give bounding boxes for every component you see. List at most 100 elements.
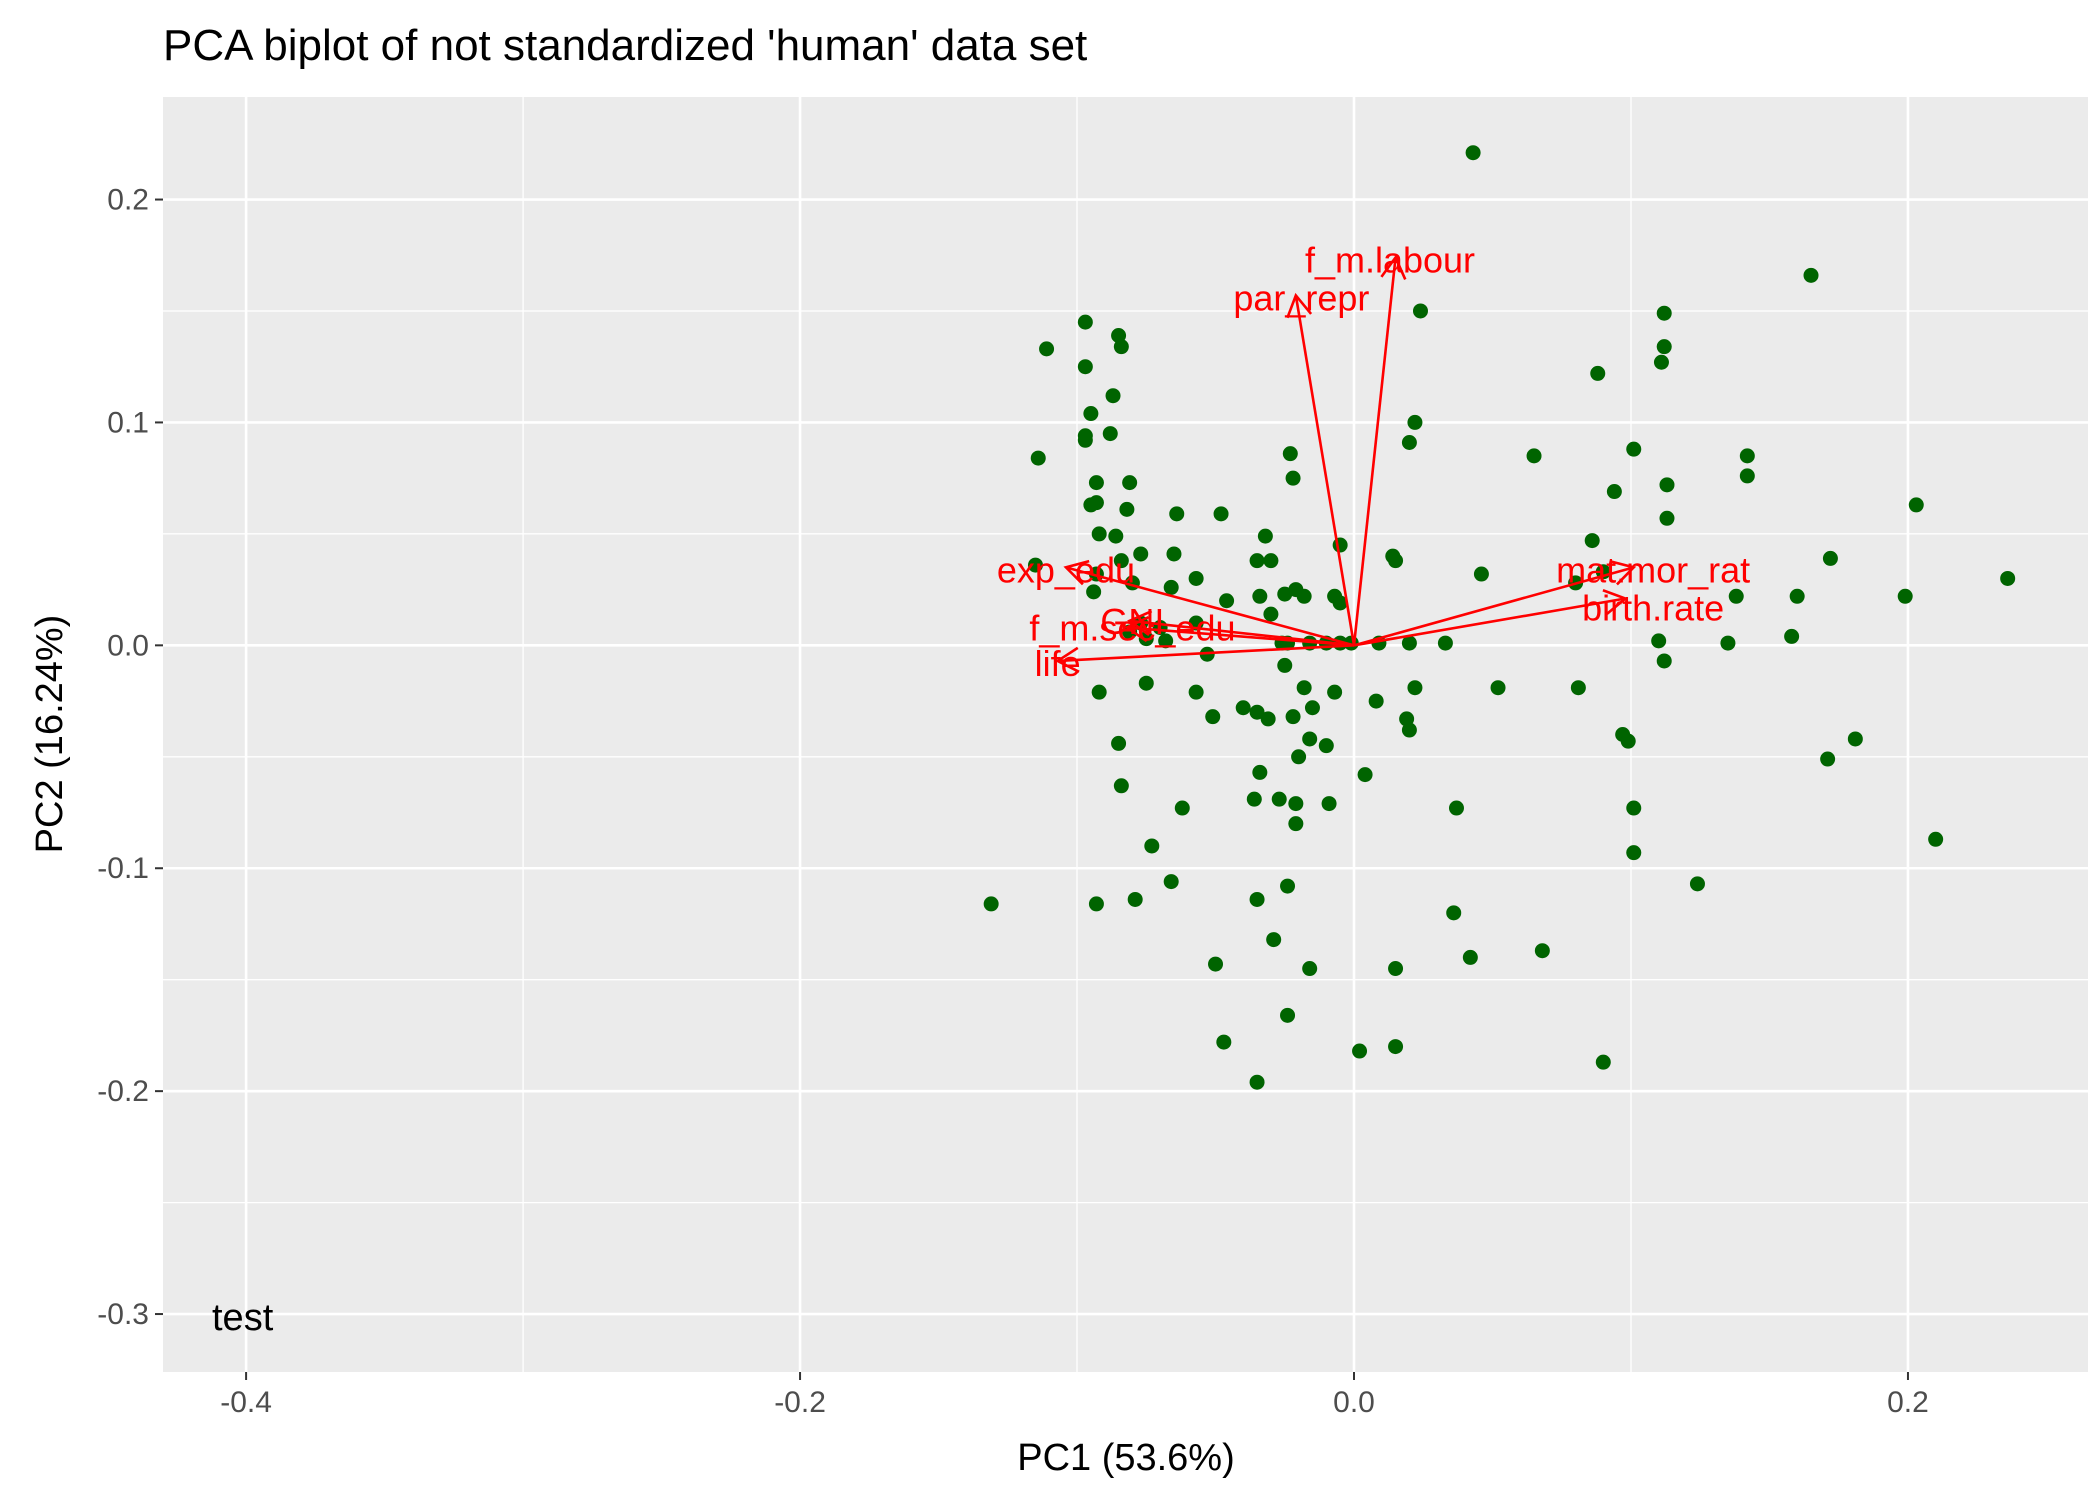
data-point bbox=[1266, 932, 1282, 948]
data-point bbox=[1163, 874, 1179, 890]
data-point bbox=[1803, 267, 1819, 283]
data-point bbox=[1820, 751, 1836, 767]
data-point bbox=[1282, 446, 1298, 462]
data-point bbox=[1388, 961, 1404, 977]
data-point bbox=[1119, 501, 1135, 517]
data-point bbox=[1304, 700, 1320, 716]
data-point bbox=[1534, 943, 1550, 959]
data-point bbox=[1465, 145, 1481, 161]
data-point bbox=[1296, 588, 1312, 604]
data-point bbox=[1285, 470, 1301, 486]
loading-label: par_repr bbox=[1233, 278, 1369, 319]
data-point bbox=[1030, 450, 1046, 466]
loading-arrow bbox=[1352, 257, 1397, 646]
data-point bbox=[1321, 796, 1337, 812]
data-point bbox=[1257, 528, 1273, 544]
y-tick-label: 0.2 bbox=[107, 184, 149, 217]
data-point bbox=[1291, 749, 1307, 765]
data-point bbox=[1656, 339, 1672, 355]
data-point bbox=[1277, 657, 1293, 673]
loading-arrowhead bbox=[1055, 646, 1080, 673]
data-point bbox=[1296, 680, 1312, 696]
loading-arrow bbox=[1126, 626, 1355, 647]
data-point bbox=[1208, 956, 1224, 972]
data-point bbox=[1219, 593, 1235, 609]
data-point bbox=[1302, 961, 1318, 977]
x-axis-title: PC1 (53.6%) bbox=[1017, 1437, 1235, 1479]
data-point bbox=[1102, 426, 1118, 442]
y-tick-label: 0.1 bbox=[107, 406, 149, 439]
data-point bbox=[1847, 731, 1863, 747]
data-point bbox=[1113, 553, 1129, 569]
loading-label: birth.rate bbox=[1582, 587, 1724, 628]
data-point bbox=[1091, 526, 1107, 542]
data-point bbox=[1526, 448, 1542, 464]
data-point bbox=[1368, 693, 1384, 709]
data-point bbox=[1260, 711, 1276, 727]
data-point bbox=[1739, 468, 1755, 484]
data-point bbox=[1088, 896, 1104, 912]
data-point bbox=[1077, 432, 1093, 448]
data-point bbox=[1216, 1034, 1232, 1050]
loading-arrows bbox=[1055, 254, 1637, 673]
loading-arrow bbox=[1057, 644, 1355, 663]
data-point bbox=[1318, 738, 1334, 754]
data-point bbox=[1490, 680, 1506, 696]
data-point bbox=[1188, 684, 1204, 700]
data-point bbox=[1205, 709, 1221, 725]
data-point bbox=[1327, 684, 1343, 700]
data-point bbox=[1448, 800, 1464, 816]
data-point bbox=[1590, 365, 1606, 381]
data-point bbox=[1271, 791, 1287, 807]
data-point bbox=[1249, 704, 1265, 720]
data-point bbox=[1138, 631, 1154, 647]
data-point bbox=[1105, 388, 1121, 404]
data-point bbox=[1412, 303, 1428, 319]
loading-label: GNI bbox=[1100, 601, 1164, 642]
data-point bbox=[1908, 497, 1924, 513]
data-point bbox=[1332, 537, 1348, 553]
data-point bbox=[1086, 584, 1102, 600]
data-point bbox=[1357, 767, 1373, 783]
data-point bbox=[1401, 434, 1417, 450]
data-point bbox=[1083, 406, 1099, 422]
loading-label: life bbox=[1035, 643, 1081, 684]
data-point bbox=[1822, 550, 1838, 566]
data-point bbox=[1077, 314, 1093, 330]
data-point bbox=[1595, 1054, 1611, 1070]
x-tick-label: 0.2 bbox=[1887, 1386, 1929, 1419]
data-point bbox=[1249, 553, 1265, 569]
loading-label: exp_edu bbox=[997, 550, 1135, 591]
data-point bbox=[1462, 949, 1478, 965]
loading-arrow bbox=[1294, 295, 1356, 646]
data-point bbox=[1437, 635, 1453, 651]
data-point bbox=[1928, 831, 1944, 847]
data-point bbox=[1584, 533, 1600, 549]
data-point bbox=[1352, 1043, 1368, 1059]
data-point bbox=[1473, 566, 1489, 582]
data-point bbox=[1720, 635, 1736, 651]
data-point bbox=[1144, 838, 1160, 854]
data-point bbox=[1249, 1074, 1265, 1090]
data-point bbox=[1108, 528, 1124, 544]
data-point bbox=[1651, 633, 1667, 649]
data-point bbox=[1388, 553, 1404, 569]
loading-arrow bbox=[1353, 566, 1635, 647]
loading-arrowhead bbox=[1610, 560, 1637, 586]
data-point bbox=[983, 896, 999, 912]
data-point bbox=[1626, 845, 1642, 861]
data-point bbox=[1088, 475, 1104, 491]
data-point bbox=[1653, 354, 1669, 370]
data-point bbox=[1280, 878, 1296, 894]
data-point bbox=[1122, 475, 1138, 491]
data-point bbox=[1407, 414, 1423, 430]
loading-arrowhead bbox=[1602, 589, 1629, 615]
y-tick-label: -0.3 bbox=[97, 1298, 149, 1331]
data-point bbox=[1246, 791, 1262, 807]
data-point bbox=[2000, 570, 2016, 586]
data-point bbox=[1174, 800, 1190, 816]
data-point bbox=[1127, 891, 1143, 907]
data-point bbox=[1288, 816, 1304, 832]
y-tick-label: -0.1 bbox=[97, 852, 149, 885]
